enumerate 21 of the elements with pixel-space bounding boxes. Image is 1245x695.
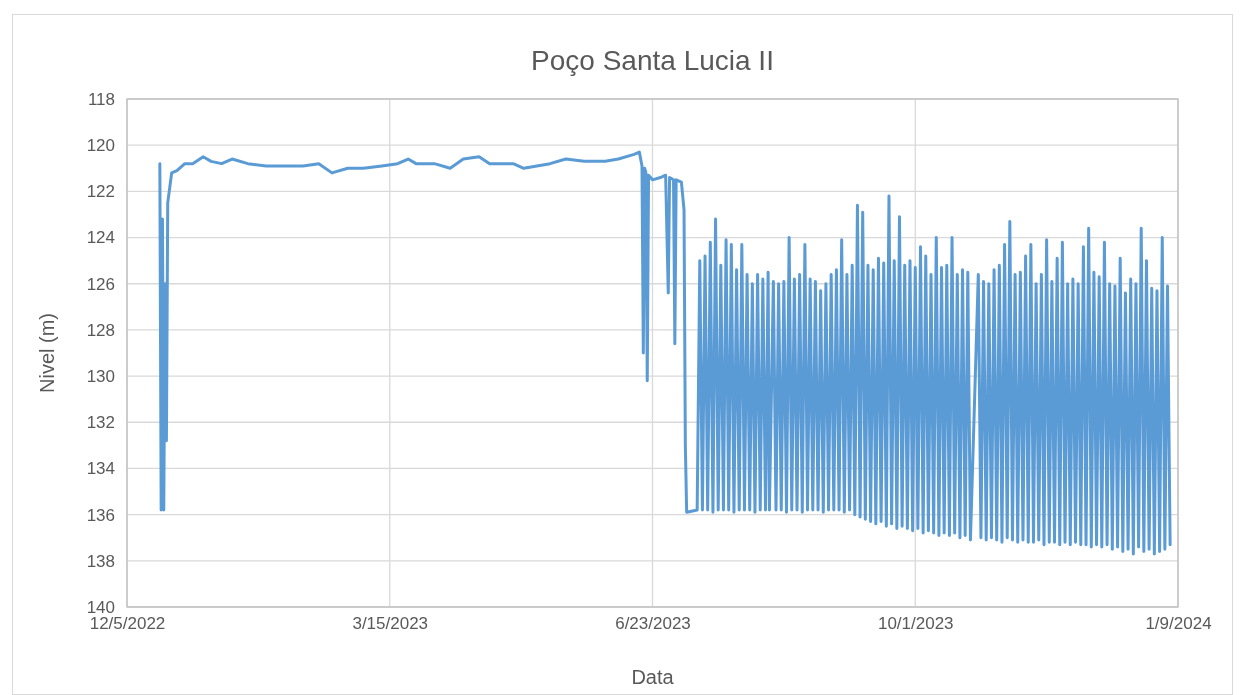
y-tick-label: 124 [86, 228, 115, 248]
y-tick-label: 118 [87, 89, 115, 109]
x-tick-label: 6/23/2023 [615, 614, 691, 634]
chart-title: Poço Santa Lucia II [531, 45, 774, 76]
line-series [158, 150, 1172, 556]
y-axis-title: Nivel (m) [36, 313, 58, 393]
x-tick-label: 1/9/2024 [1145, 614, 1212, 634]
y-tick-label: 138 [86, 551, 115, 571]
y-tick-label: 120 [86, 136, 115, 156]
y-tick-label: 128 [86, 320, 115, 340]
y-tick-label: 130 [86, 367, 115, 387]
y-tick-label: 122 [86, 182, 115, 202]
y-tick-label: 132 [86, 413, 115, 433]
y-tick-label: 136 [86, 505, 115, 525]
y-tick-label: 134 [86, 459, 115, 479]
y-tick-label: 140 [86, 597, 115, 617]
x-tick-label: 12/5/2022 [89, 614, 166, 634]
x-tick-label: 10/1/2023 [877, 614, 954, 634]
y-tick-label: 126 [86, 274, 115, 294]
x-tick-label: 3/15/2023 [352, 614, 429, 634]
x-axis-title: Data [631, 666, 675, 688]
